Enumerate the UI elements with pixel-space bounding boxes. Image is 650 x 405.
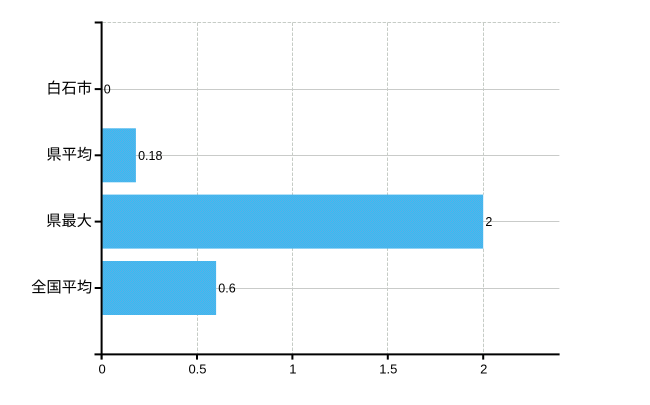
svg-text:0.6: 0.6 xyxy=(218,282,235,296)
svg-text:2: 2 xyxy=(480,361,487,376)
svg-text:0.18: 0.18 xyxy=(138,149,162,163)
svg-text:1.5: 1.5 xyxy=(379,361,397,376)
svg-text:0: 0 xyxy=(98,361,105,376)
svg-text:0.5: 0.5 xyxy=(188,361,206,376)
svg-text:2: 2 xyxy=(485,215,492,229)
svg-text:1: 1 xyxy=(289,361,296,376)
svg-text:0: 0 xyxy=(104,83,111,97)
